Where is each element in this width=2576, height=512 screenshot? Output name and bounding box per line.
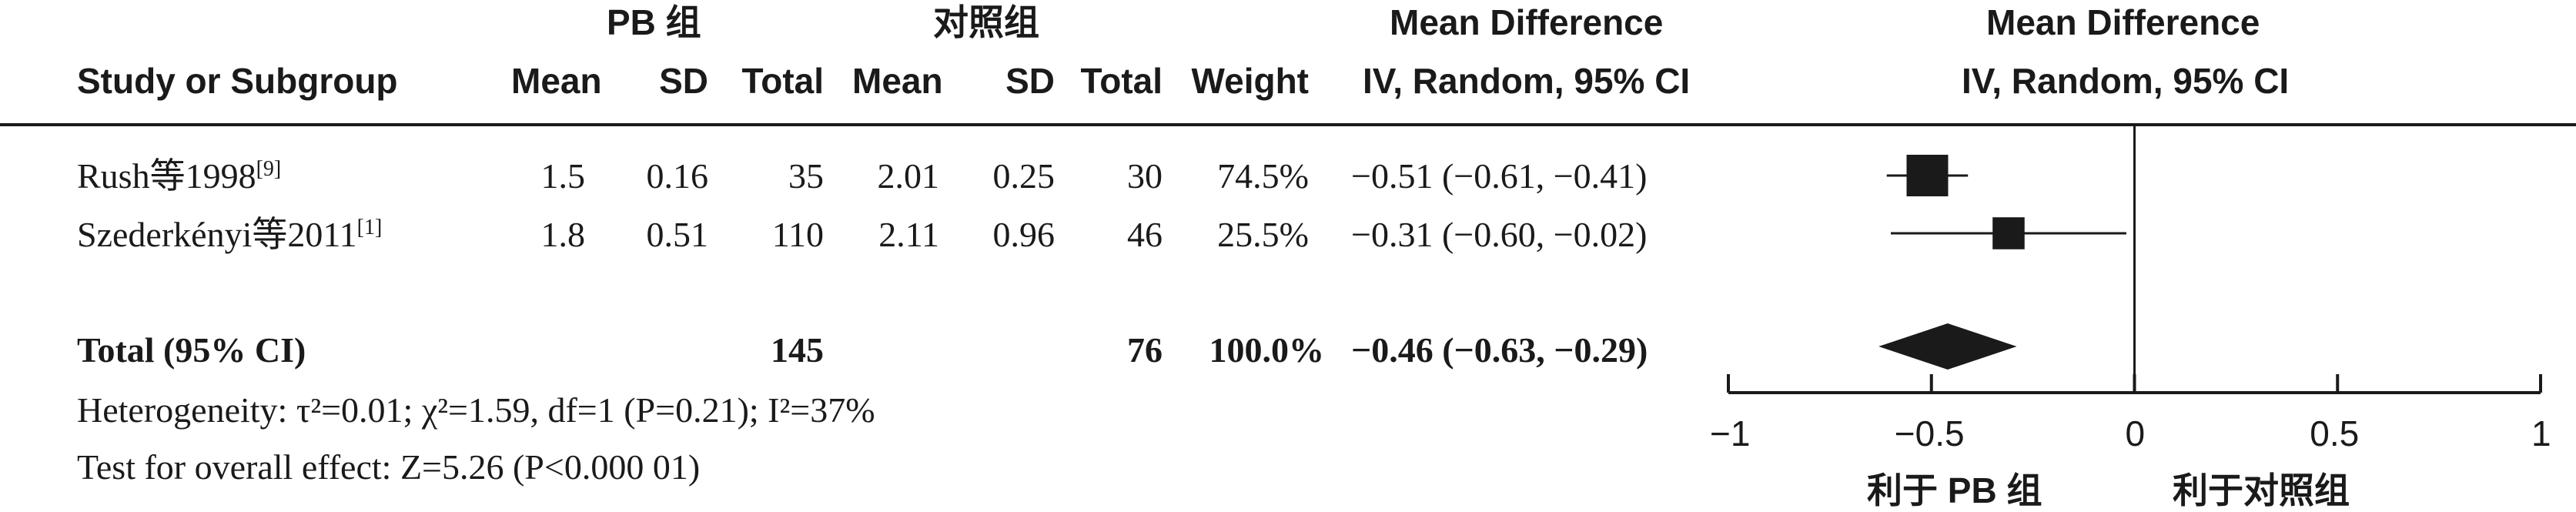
study-reference: [1] xyxy=(356,216,383,239)
study-point-estimate xyxy=(1992,217,2025,249)
sd1-value: 0.51 xyxy=(646,215,709,254)
header-rule xyxy=(0,123,2576,126)
favours-right-label: 利于对照组 xyxy=(2173,470,2350,510)
sd2-header: SD xyxy=(1005,61,1055,101)
ci-value: −0.31 (−0.60, −0.02) xyxy=(1351,215,1648,254)
total1-value: 110 xyxy=(771,215,824,254)
weight-header: Weight xyxy=(1191,61,1309,101)
total1-header: Total xyxy=(741,61,824,101)
x-tick-label: 1 xyxy=(2531,413,2551,453)
total2-sum: 76 xyxy=(1127,330,1163,370)
md-plot-title: Mean Difference xyxy=(1986,2,2260,42)
sd1-value: 0.16 xyxy=(646,156,709,196)
mean1-header: Mean xyxy=(511,61,602,101)
mean2-value: 2.01 xyxy=(877,156,940,196)
study-reference: [9] xyxy=(256,157,282,181)
x-tick-label: 0 xyxy=(2125,413,2146,453)
total2-value: 30 xyxy=(1127,156,1163,196)
pooled-diamond xyxy=(1878,323,2017,370)
study-name: Rush等1998[9] xyxy=(77,156,282,196)
total1-value: 35 xyxy=(788,156,824,196)
group1-header: PB 组 xyxy=(607,2,701,42)
sd2-value: 0.96 xyxy=(992,215,1055,254)
x-tick-label: −0.5 xyxy=(1894,413,1965,453)
md-table-title: Mean Difference xyxy=(1390,2,1664,42)
mean2-value: 2.11 xyxy=(878,215,939,254)
total-ci: −0.46 (−0.63, −0.29) xyxy=(1351,330,1648,370)
mean1-value: 1.5 xyxy=(540,156,586,196)
mean2-header: Mean xyxy=(852,61,943,101)
x-axis-ticks xyxy=(1727,374,2542,393)
total-label: Total (95% CI) xyxy=(77,330,306,370)
ci-value: −0.51 (−0.61, −0.41) xyxy=(1351,156,1648,196)
sd1-header: SD xyxy=(659,61,708,101)
total2-header: Total xyxy=(1080,61,1163,101)
x-tick-label: −1 xyxy=(1710,413,1751,453)
x-tick-label: 0.5 xyxy=(2310,413,2360,453)
md-plot-subtitle: IV, Random, 95% CI xyxy=(1962,61,2290,101)
group2-header: 对照组 xyxy=(933,2,1039,42)
total1-sum: 145 xyxy=(771,330,824,370)
study-marks xyxy=(1886,155,2126,249)
total2-value: 46 xyxy=(1127,215,1163,254)
md-table-subtitle: IV, Random, 95% CI xyxy=(1363,61,1691,101)
study-column-header: Study or Subgroup xyxy=(77,61,398,101)
study-name: Szederkényi等2011[1] xyxy=(77,215,383,254)
favours-left-label: 利于 PB 组 xyxy=(1867,470,2042,510)
weight-value: 25.5% xyxy=(1217,215,1309,254)
sd2-value: 0.25 xyxy=(992,156,1055,196)
heterogeneity-text: Heterogeneity: τ²=0.01; χ²=1.59, df=1 (P… xyxy=(77,390,875,430)
weight-value: 74.5% xyxy=(1217,156,1309,196)
mean1-value: 1.8 xyxy=(540,215,586,254)
study-point-estimate xyxy=(1906,155,1949,196)
total-weight: 100.0% xyxy=(1209,330,1325,370)
overall-effect-text: Test for overall effect: Z=5.26 (P<0.000… xyxy=(77,447,701,487)
